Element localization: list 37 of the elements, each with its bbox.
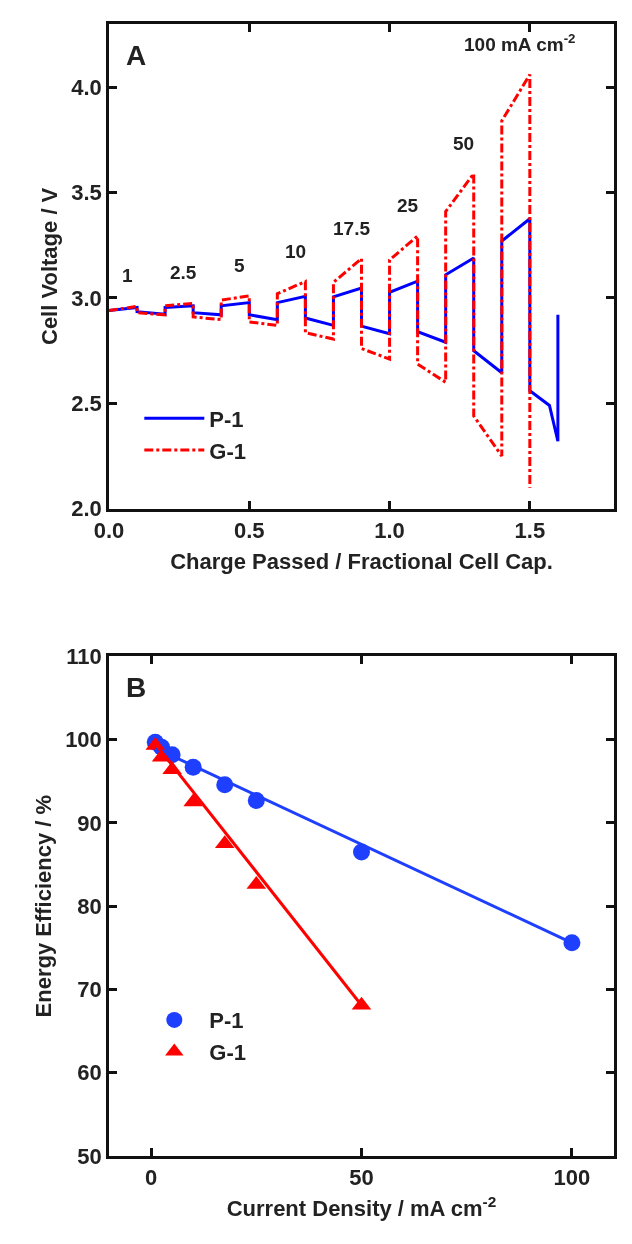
annotation: 2.5 [170,262,197,283]
y-tick-label: 60 [77,1060,102,1086]
line-series [109,73,532,490]
x-tick-label: 1.0 [374,517,405,543]
annotation: 100 mA cm$^{-2}$ [464,31,576,55]
y-tick-label: 3.5 [71,180,102,206]
legend-label: G-1 [209,438,246,464]
y-tick-label: 70 [77,977,102,1003]
annotation: 17.5 [333,218,371,239]
annotation: 25 [397,195,419,216]
y-tick-label: 2.5 [71,391,102,417]
y-tick-label: 100 [65,727,102,753]
y-axis-title: Cell Voltage / V [37,187,63,346]
x-tick-label: 0.5 [233,517,265,543]
y-tick-label: 110 [66,644,102,670]
y-tick-label: 4.0 [71,74,102,100]
y-tick-label: 3.0 [71,285,102,311]
y-tick-label: 80 [77,893,102,919]
x-tick-label: 100 [553,1165,591,1191]
annotation: A [126,40,147,71]
annotation: 50 [453,133,475,154]
annotation: 5 [234,255,245,276]
x-tick-label: 0 [144,1165,158,1191]
legend-label: G-1 [209,1040,246,1066]
x-tick-label: 1.5 [514,517,546,543]
x-axis-title: Charge Passed / Fractional Cell Cap. [170,548,553,574]
y-axis-title: Energy Efficiency / % [30,794,56,1018]
point [183,793,203,807]
x-tick-label: 50 [349,1165,374,1191]
x-axis-title: Current Density / mA cm$^{-2}$ [226,1192,497,1222]
annotation: 10 [285,241,307,262]
y-tick-label: 90 [77,810,102,836]
annotation: 1 [122,265,133,286]
y-tick-label: 50 [77,1143,102,1169]
legend-label: P-1 [209,406,244,432]
annotation: B [126,672,147,703]
legend-label: P-1 [209,1008,244,1034]
